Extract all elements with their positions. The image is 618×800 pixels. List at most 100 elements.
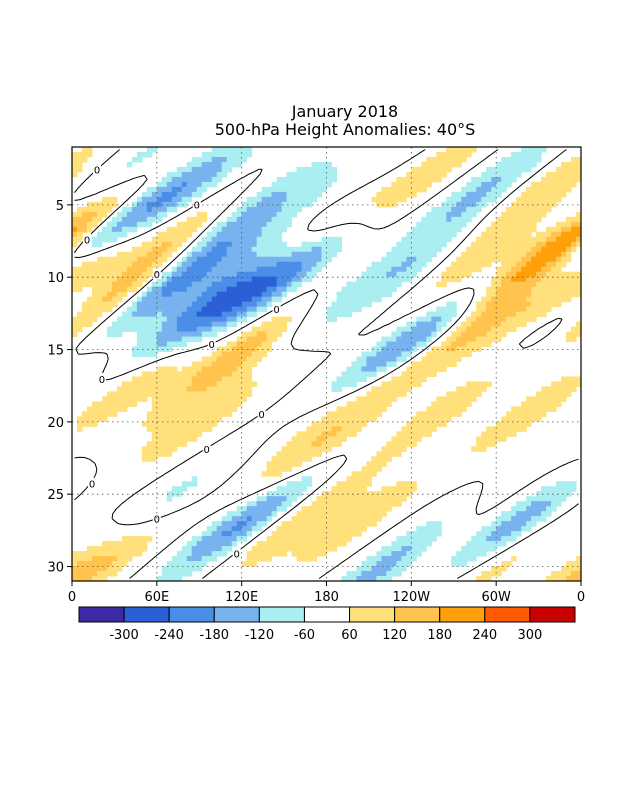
field-cell (381, 566, 387, 572)
field-cell (411, 181, 417, 188)
field-cell (566, 376, 572, 382)
field-cell (361, 411, 367, 417)
field-cell (191, 361, 198, 367)
field-cell (276, 546, 283, 552)
field-cell (371, 511, 377, 517)
field-cell (511, 266, 517, 273)
field-cell (101, 546, 108, 552)
field-cell (306, 441, 313, 447)
field-cell (361, 486, 367, 492)
field-cell (166, 181, 173, 188)
field-cell (551, 246, 557, 253)
field-cell (531, 496, 537, 502)
field-cell (386, 346, 392, 353)
field-cell (436, 416, 442, 422)
field-cell (191, 281, 198, 288)
field-cell (116, 386, 123, 392)
field-cell (461, 401, 467, 407)
field-cell (96, 296, 103, 303)
field-cell (131, 306, 138, 313)
field-cell (561, 486, 567, 492)
field-cell (246, 286, 253, 293)
field-cell (196, 241, 203, 248)
field-cell (131, 311, 138, 318)
field-cell (306, 246, 313, 253)
field-cell (86, 301, 93, 308)
field-cell (426, 416, 432, 422)
field-cell (216, 351, 223, 358)
field-cell (416, 526, 422, 532)
field-cell (166, 491, 173, 497)
field-cell (176, 266, 183, 273)
field-cell (446, 411, 452, 417)
field-cell (316, 536, 323, 542)
field-cell (91, 576, 98, 581)
field-cell (551, 281, 557, 288)
field-cell (336, 521, 342, 527)
field-cell (366, 366, 372, 372)
field-cell (76, 166, 83, 173)
field-cell (256, 506, 263, 512)
field-cell (296, 461, 303, 467)
field-cell (231, 376, 238, 382)
field-cell (106, 196, 113, 203)
field-cell (226, 401, 233, 407)
field-cell (201, 381, 208, 387)
field-cell (156, 241, 163, 248)
field-cell (306, 506, 313, 512)
field-cell (426, 251, 432, 258)
field-cell (146, 151, 153, 158)
field-cell (276, 231, 283, 238)
field-cell (206, 421, 213, 427)
field-cell (216, 261, 223, 268)
field-cell (136, 321, 143, 328)
field-cell (536, 496, 542, 502)
field-cell (411, 361, 417, 367)
field-cell (521, 306, 527, 313)
field-cell (116, 256, 123, 263)
field-cell (326, 491, 332, 497)
colorbar-label: 240 (472, 628, 497, 643)
field-cell (476, 551, 482, 557)
field-cell (306, 541, 313, 547)
field-cell (76, 266, 83, 273)
field-cell (226, 541, 233, 547)
field-cell (321, 171, 327, 178)
field-cell (476, 306, 482, 313)
field-cell (211, 521, 218, 527)
field-cell (456, 336, 462, 343)
field-cell (416, 166, 422, 173)
field-cell (296, 266, 303, 273)
contour-label-bg (83, 233, 91, 245)
field-cell (486, 291, 492, 298)
field-cell (96, 556, 103, 562)
field-cell (366, 461, 372, 467)
field-cell (361, 351, 367, 358)
field-cell (491, 326, 497, 333)
field-cell (566, 296, 572, 303)
field-cell (371, 461, 377, 467)
field-cell (221, 301, 228, 308)
field-cell (531, 311, 537, 318)
field-cell (296, 551, 303, 557)
field-cell (221, 231, 228, 238)
field-cell (136, 326, 143, 333)
field-cell (336, 531, 342, 537)
field-cell (211, 391, 218, 397)
field-cell (426, 211, 432, 218)
field-cell (276, 451, 283, 457)
field-cell (331, 411, 337, 417)
field-cell (76, 316, 83, 323)
field-cell (301, 521, 308, 527)
field-cell (236, 241, 243, 248)
field-cell (261, 261, 268, 268)
field-cell (286, 256, 293, 263)
field-cell (241, 306, 248, 313)
field-cell (81, 281, 88, 288)
field-cell (226, 346, 233, 353)
field-cell (376, 561, 382, 567)
field-cell (416, 331, 422, 338)
field-cell (391, 186, 397, 193)
field-cell (491, 311, 497, 318)
field-cell (371, 501, 377, 507)
